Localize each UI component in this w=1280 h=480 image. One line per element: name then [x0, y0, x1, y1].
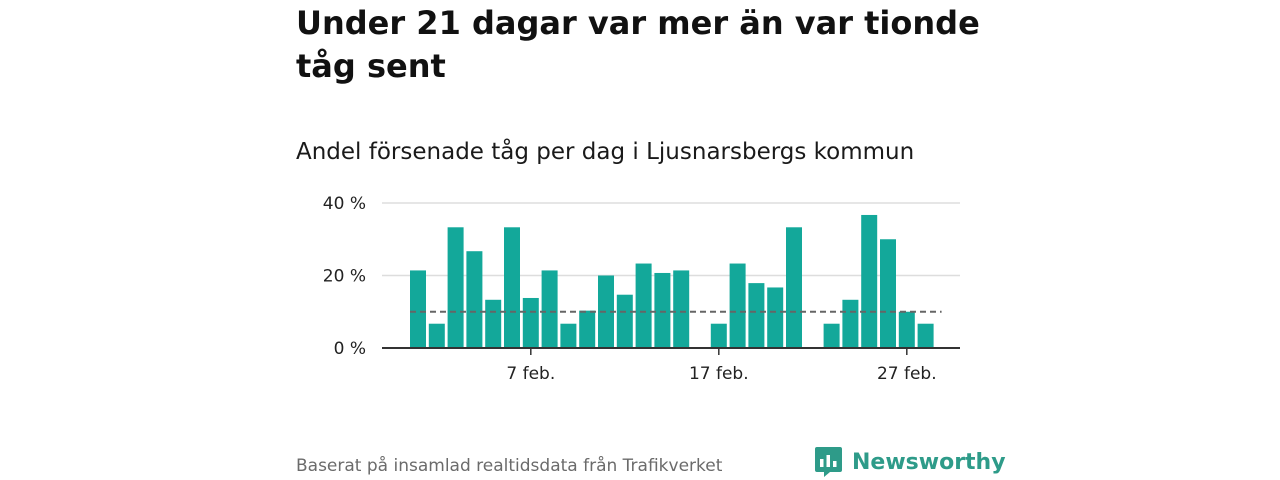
bar	[428, 323, 445, 348]
newsworthy-logo-icon	[815, 447, 842, 477]
x-axis: 7 feb. 17 feb. 27 feb.	[382, 347, 960, 384]
bar	[410, 270, 426, 348]
bar	[616, 294, 633, 348]
bar	[504, 227, 520, 348]
bar	[917, 323, 934, 348]
bar	[447, 227, 464, 348]
bar	[786, 227, 802, 348]
bar	[710, 323, 727, 348]
bar	[898, 311, 915, 348]
bars	[410, 214, 934, 348]
bar	[861, 214, 878, 348]
y-tick-label: 20 %	[323, 267, 366, 287]
y-tick-label: 40 %	[323, 194, 366, 214]
bar	[522, 297, 539, 348]
bar	[654, 272, 671, 348]
bar	[579, 310, 596, 348]
bar	[880, 239, 896, 348]
bar	[485, 299, 502, 348]
y-axis-ticks: 0 % 20 % 40 %	[323, 194, 366, 359]
bar	[823, 323, 840, 348]
bar	[560, 323, 577, 348]
chart-subtitle: Andel försenade tåg per dag i Ljusnarsbe…	[296, 139, 915, 165]
x-tick-label: 7 feb.	[506, 364, 555, 384]
bar	[635, 263, 652, 348]
bar	[729, 263, 746, 348]
bar-chart: 0 % 20 % 40 % 7 feb. 17 feb. 27 feb.	[323, 194, 960, 384]
source-note: Baserat på insamlad realtidsdata från Tr…	[296, 456, 723, 476]
brand-name: Newsworthy	[852, 449, 1006, 475]
brand-logo[interactable]: Newsworthy	[814, 446, 1006, 478]
chart-title: Under 21 dagar var mer än var tionde tåg…	[296, 4, 980, 85]
x-tick-label: 27 feb.	[877, 364, 937, 384]
bar	[842, 299, 859, 348]
x-tick-label: 17 feb.	[689, 364, 749, 384]
y-tick-label: 0 %	[334, 339, 366, 359]
bar	[748, 283, 765, 348]
bar	[541, 270, 558, 348]
bar	[767, 287, 784, 348]
bar	[466, 251, 483, 348]
bar	[673, 270, 690, 348]
